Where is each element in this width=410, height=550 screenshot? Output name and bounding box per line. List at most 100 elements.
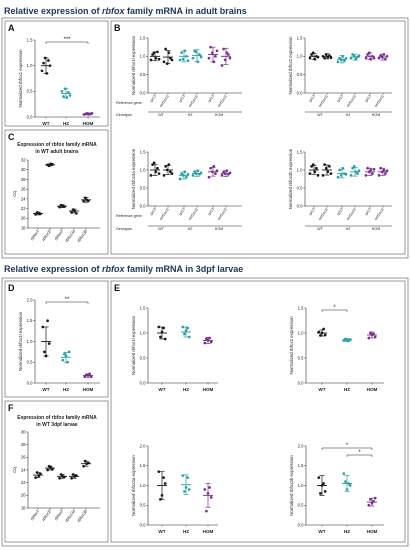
x-tick-label: WT <box>318 387 325 392</box>
data-point <box>208 336 211 340</box>
panel-C-title-line1: Expression of rbfox family mRNA <box>17 142 97 148</box>
x-tick-label: eef1a1l1 <box>318 207 329 221</box>
x-tick-label: HOM <box>367 387 378 392</box>
data-point <box>43 350 46 354</box>
y-axis-label: Normalized rbfox3b expression <box>289 455 294 516</box>
y-tick-label: 24 <box>21 196 26 201</box>
y-tick-label: 0.5 <box>27 360 33 365</box>
data-point <box>40 69 44 73</box>
y-axis-label: Normalized rbfox1l expression <box>18 311 23 371</box>
y-tick-label: 1.5 <box>297 149 303 154</box>
data-point <box>343 59 346 63</box>
x-tick-label: eef1a1l1 <box>217 94 228 108</box>
data-point <box>323 490 327 493</box>
panel-letter-D: D <box>8 283 15 293</box>
data-point <box>152 161 156 165</box>
chart-E1: 0.0 0.5 1.0 1.5 Normalized rbfox1l expressio… <box>131 305 218 392</box>
x-tick-label: HOM <box>203 387 214 392</box>
panel-letter-A: A <box>8 23 15 33</box>
data-point <box>220 64 224 67</box>
chart-B1: 0.0 0.5 1.0 1.5 Normalized rbfox1l expressio… <box>116 35 242 117</box>
data-point <box>183 490 186 493</box>
y-tick-label: 0.0 <box>27 114 33 119</box>
y-tick-label: 24 <box>21 467 26 472</box>
data-point <box>329 172 333 175</box>
y-tick-label: 0.5 <box>297 72 303 77</box>
y-tick-label: 1.5 <box>140 463 146 468</box>
x-tick-label: HOM <box>367 529 378 534</box>
data-point <box>162 174 166 177</box>
data-point <box>46 319 49 323</box>
x-tick-label: rpl13 <box>308 207 316 216</box>
data-point <box>191 174 195 177</box>
panel-box-B <box>110 20 406 255</box>
data-point <box>373 496 377 500</box>
genotype-label: WT <box>317 113 323 117</box>
data-point <box>159 335 162 339</box>
genotype-label: WT <box>158 113 164 117</box>
y-tick-label: 0.5 <box>297 185 303 190</box>
data-point <box>311 163 315 166</box>
x-tick-label: rpl13 <box>178 94 186 103</box>
genotype-label: HZ <box>188 227 194 231</box>
data-point <box>215 49 219 53</box>
y-tick-label: 1.5 <box>298 305 304 310</box>
x-tick-label: eef1a1l1 <box>374 207 385 221</box>
x-tick-label: HOM <box>83 121 94 126</box>
data-point <box>207 56 211 60</box>
data-point <box>180 51 183 55</box>
data-point <box>151 53 154 56</box>
data-point <box>310 53 313 56</box>
chart-D: 0.0 0.5 1.0 1.5 2.0 Normalized rbfox1l expres… <box>18 297 100 392</box>
data-point <box>187 488 191 491</box>
y-tick-label: 26 <box>21 455 26 460</box>
y-tick-label: 0.5 <box>140 355 146 360</box>
x-tick-label: rbfox1l <box>41 508 53 522</box>
y-tick-label: 1.5 <box>27 37 33 42</box>
data-point <box>214 172 217 175</box>
y-tick-label: 20 <box>21 216 26 221</box>
y-tick-label: 0.0 <box>140 90 146 95</box>
y-tick-label: 0.0 <box>140 203 146 208</box>
data-point <box>208 486 211 489</box>
data-point <box>366 53 369 56</box>
y-tick-label: 0.5 <box>27 89 33 94</box>
x-tick-label: rpl13 <box>207 94 215 103</box>
x-tick-label: WT <box>42 387 49 392</box>
data-point <box>357 54 361 57</box>
data-point <box>180 172 183 175</box>
data-point <box>178 177 182 181</box>
data-point <box>169 170 172 174</box>
x-tick-label: rpl13 <box>336 207 344 216</box>
y-tick-label: 26 <box>21 187 26 192</box>
data-point <box>341 166 345 170</box>
data-point <box>214 54 217 58</box>
data-point <box>191 56 195 60</box>
significance-label: * <box>346 443 349 449</box>
x-tick-label: rpl13 <box>336 94 344 103</box>
data-point <box>63 352 66 356</box>
data-point <box>369 497 372 501</box>
data-point <box>342 472 346 475</box>
data-point <box>157 172 161 175</box>
x-tick-label: eef1a1l1 <box>346 207 357 221</box>
panel-letter-B: B <box>114 23 121 33</box>
reference-gene-row-label: Reference gene: <box>116 101 143 105</box>
x-tick-label: eef1a1l1 <box>318 94 329 108</box>
data-point <box>209 496 213 499</box>
x-tick-label: WT <box>158 529 165 534</box>
data-point <box>308 172 312 175</box>
y-axis-label: Normalized rbfox1l expression <box>131 315 136 375</box>
panel-letter-C: C <box>8 132 15 142</box>
y-axis-label: Normalized rbfox2 expression <box>289 316 294 375</box>
data-point <box>323 163 326 166</box>
x-tick-label: WT <box>318 529 325 534</box>
x-tick-label: eef1a1l1 <box>217 207 228 221</box>
x-tick-label: rbfox1 <box>29 509 40 521</box>
data-point <box>156 166 159 170</box>
y-tick-label: 0.5 <box>298 503 304 508</box>
data-point <box>319 334 322 337</box>
data-point <box>321 174 325 177</box>
